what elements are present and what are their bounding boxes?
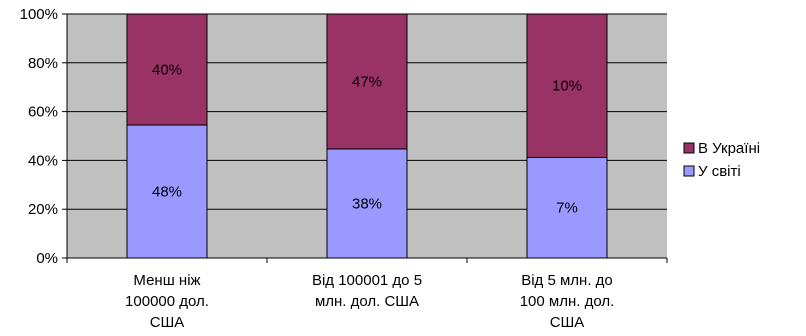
bar-data-label: 7% [556, 200, 578, 217]
y-tick-label: 20% [28, 201, 58, 218]
x-axis-labels: Менш ніж 100000 дол. США Від 100001 до 5 млн… [125, 272, 614, 331]
bar-segment [326, 148, 408, 259]
legend-label: В Україні [698, 140, 760, 157]
y-tick-label: 40% [28, 152, 58, 169]
x-category-label: Від 5 млн. до 100 млн. дол. США [520, 272, 615, 331]
x-category-label: Від 100001 до 5 млн. дол. США [312, 272, 422, 310]
bar-segment [526, 156, 608, 259]
y-tick-label: 60% [28, 104, 58, 121]
x-category-label-line: Менш ніж [133, 272, 200, 289]
bars: 48% 40% 38% 47% 7% 10% [126, 13, 608, 259]
bar-data-label: 40% [152, 62, 182, 79]
bar-segment [126, 124, 208, 259]
bar-data-label: 47% [352, 73, 382, 90]
legend: В Україні У світі [679, 134, 806, 188]
legend-label: У світі [698, 163, 741, 180]
x-category-label-line: 100000 дол. [125, 293, 209, 310]
x-category-label: Менш ніж 100000 дол. США [125, 272, 209, 331]
x-category-label-line: Від 5 млн. до [521, 272, 613, 289]
legend-swatch [683, 165, 695, 177]
x-category-label-line: млн. дол. США [315, 293, 419, 310]
bar-data-label: 10% [552, 78, 582, 95]
y-tick-label: 80% [28, 55, 58, 72]
y-tick-label: 0% [36, 250, 58, 267]
legend-box [679, 134, 806, 188]
y-axis-ticks: 0% 20% 40% 60% 80% 100% [20, 6, 668, 267]
bar-data-label: 48% [152, 184, 182, 201]
y-tick-label: 100% [20, 6, 58, 23]
x-category-label-line: США [150, 314, 185, 331]
x-category-label-line: США [550, 314, 585, 331]
bar-segment [526, 13, 608, 158]
bar-segment [126, 13, 208, 126]
bar-segment [326, 13, 408, 150]
x-category-label-line: 100 млн. дол. [520, 293, 615, 310]
legend-swatch [683, 142, 695, 154]
bar-data-label: 38% [352, 195, 382, 212]
x-category-label-line: Від 100001 до 5 [312, 272, 422, 289]
